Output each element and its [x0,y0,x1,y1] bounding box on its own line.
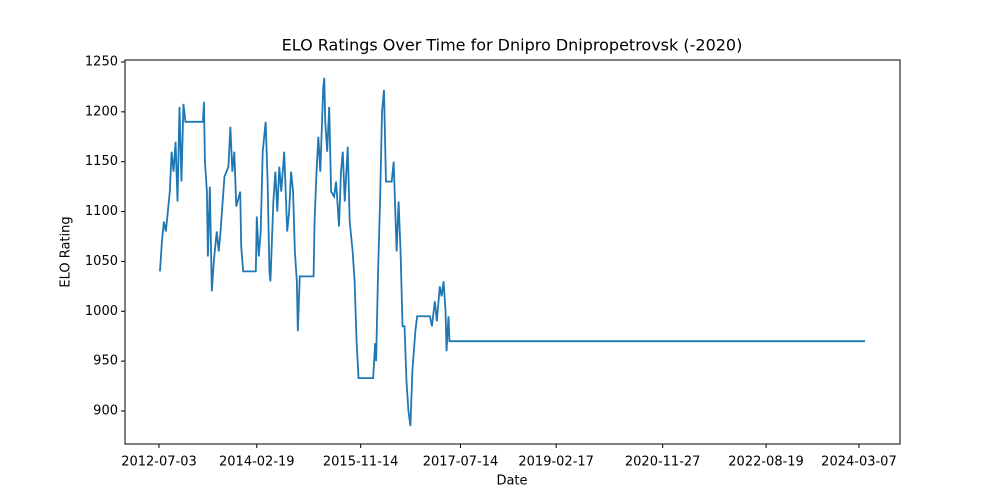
x-tick-label: 2014-02-19 [219,455,295,470]
x-tick-label: 2022-08-19 [728,455,804,470]
y-tick-label: 1100 [85,204,118,219]
x-tick-label: 2020-11-27 [625,455,701,470]
y-tick-label: 1250 [85,54,118,69]
x-axis-label: Date [496,474,527,489]
x-tick-label: 2015-11-14 [323,455,399,470]
y-tick-label: 1150 [85,154,118,169]
x-tick-label: 2024-03-07 [821,455,897,470]
y-tick-label: 950 [93,354,118,369]
y-tick-label: 900 [93,403,118,418]
y-tick-label: 1200 [85,104,118,119]
x-tick-label: 2012-07-03 [121,455,197,470]
x-tick-label: 2017-07-14 [423,455,499,470]
plot-frame [124,59,901,445]
data-line [159,77,866,427]
y-axis-label: ELO Rating [59,216,74,287]
y-tick-label: 1050 [85,254,118,269]
chart-title: ELO Ratings Over Time for Dnipro Dniprop… [282,36,743,55]
x-tick-label: 2019-02-17 [518,455,594,470]
y-tick-label: 1000 [85,304,118,319]
